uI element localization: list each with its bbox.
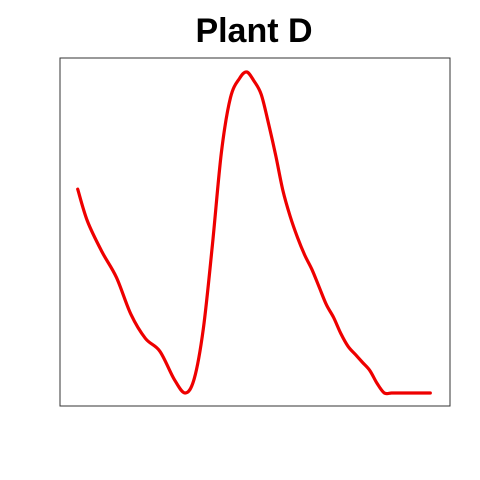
chart-title: Plant D	[195, 12, 312, 50]
series-layer	[78, 72, 431, 394]
plot-frame	[60, 58, 450, 406]
series-line-0	[78, 72, 431, 394]
